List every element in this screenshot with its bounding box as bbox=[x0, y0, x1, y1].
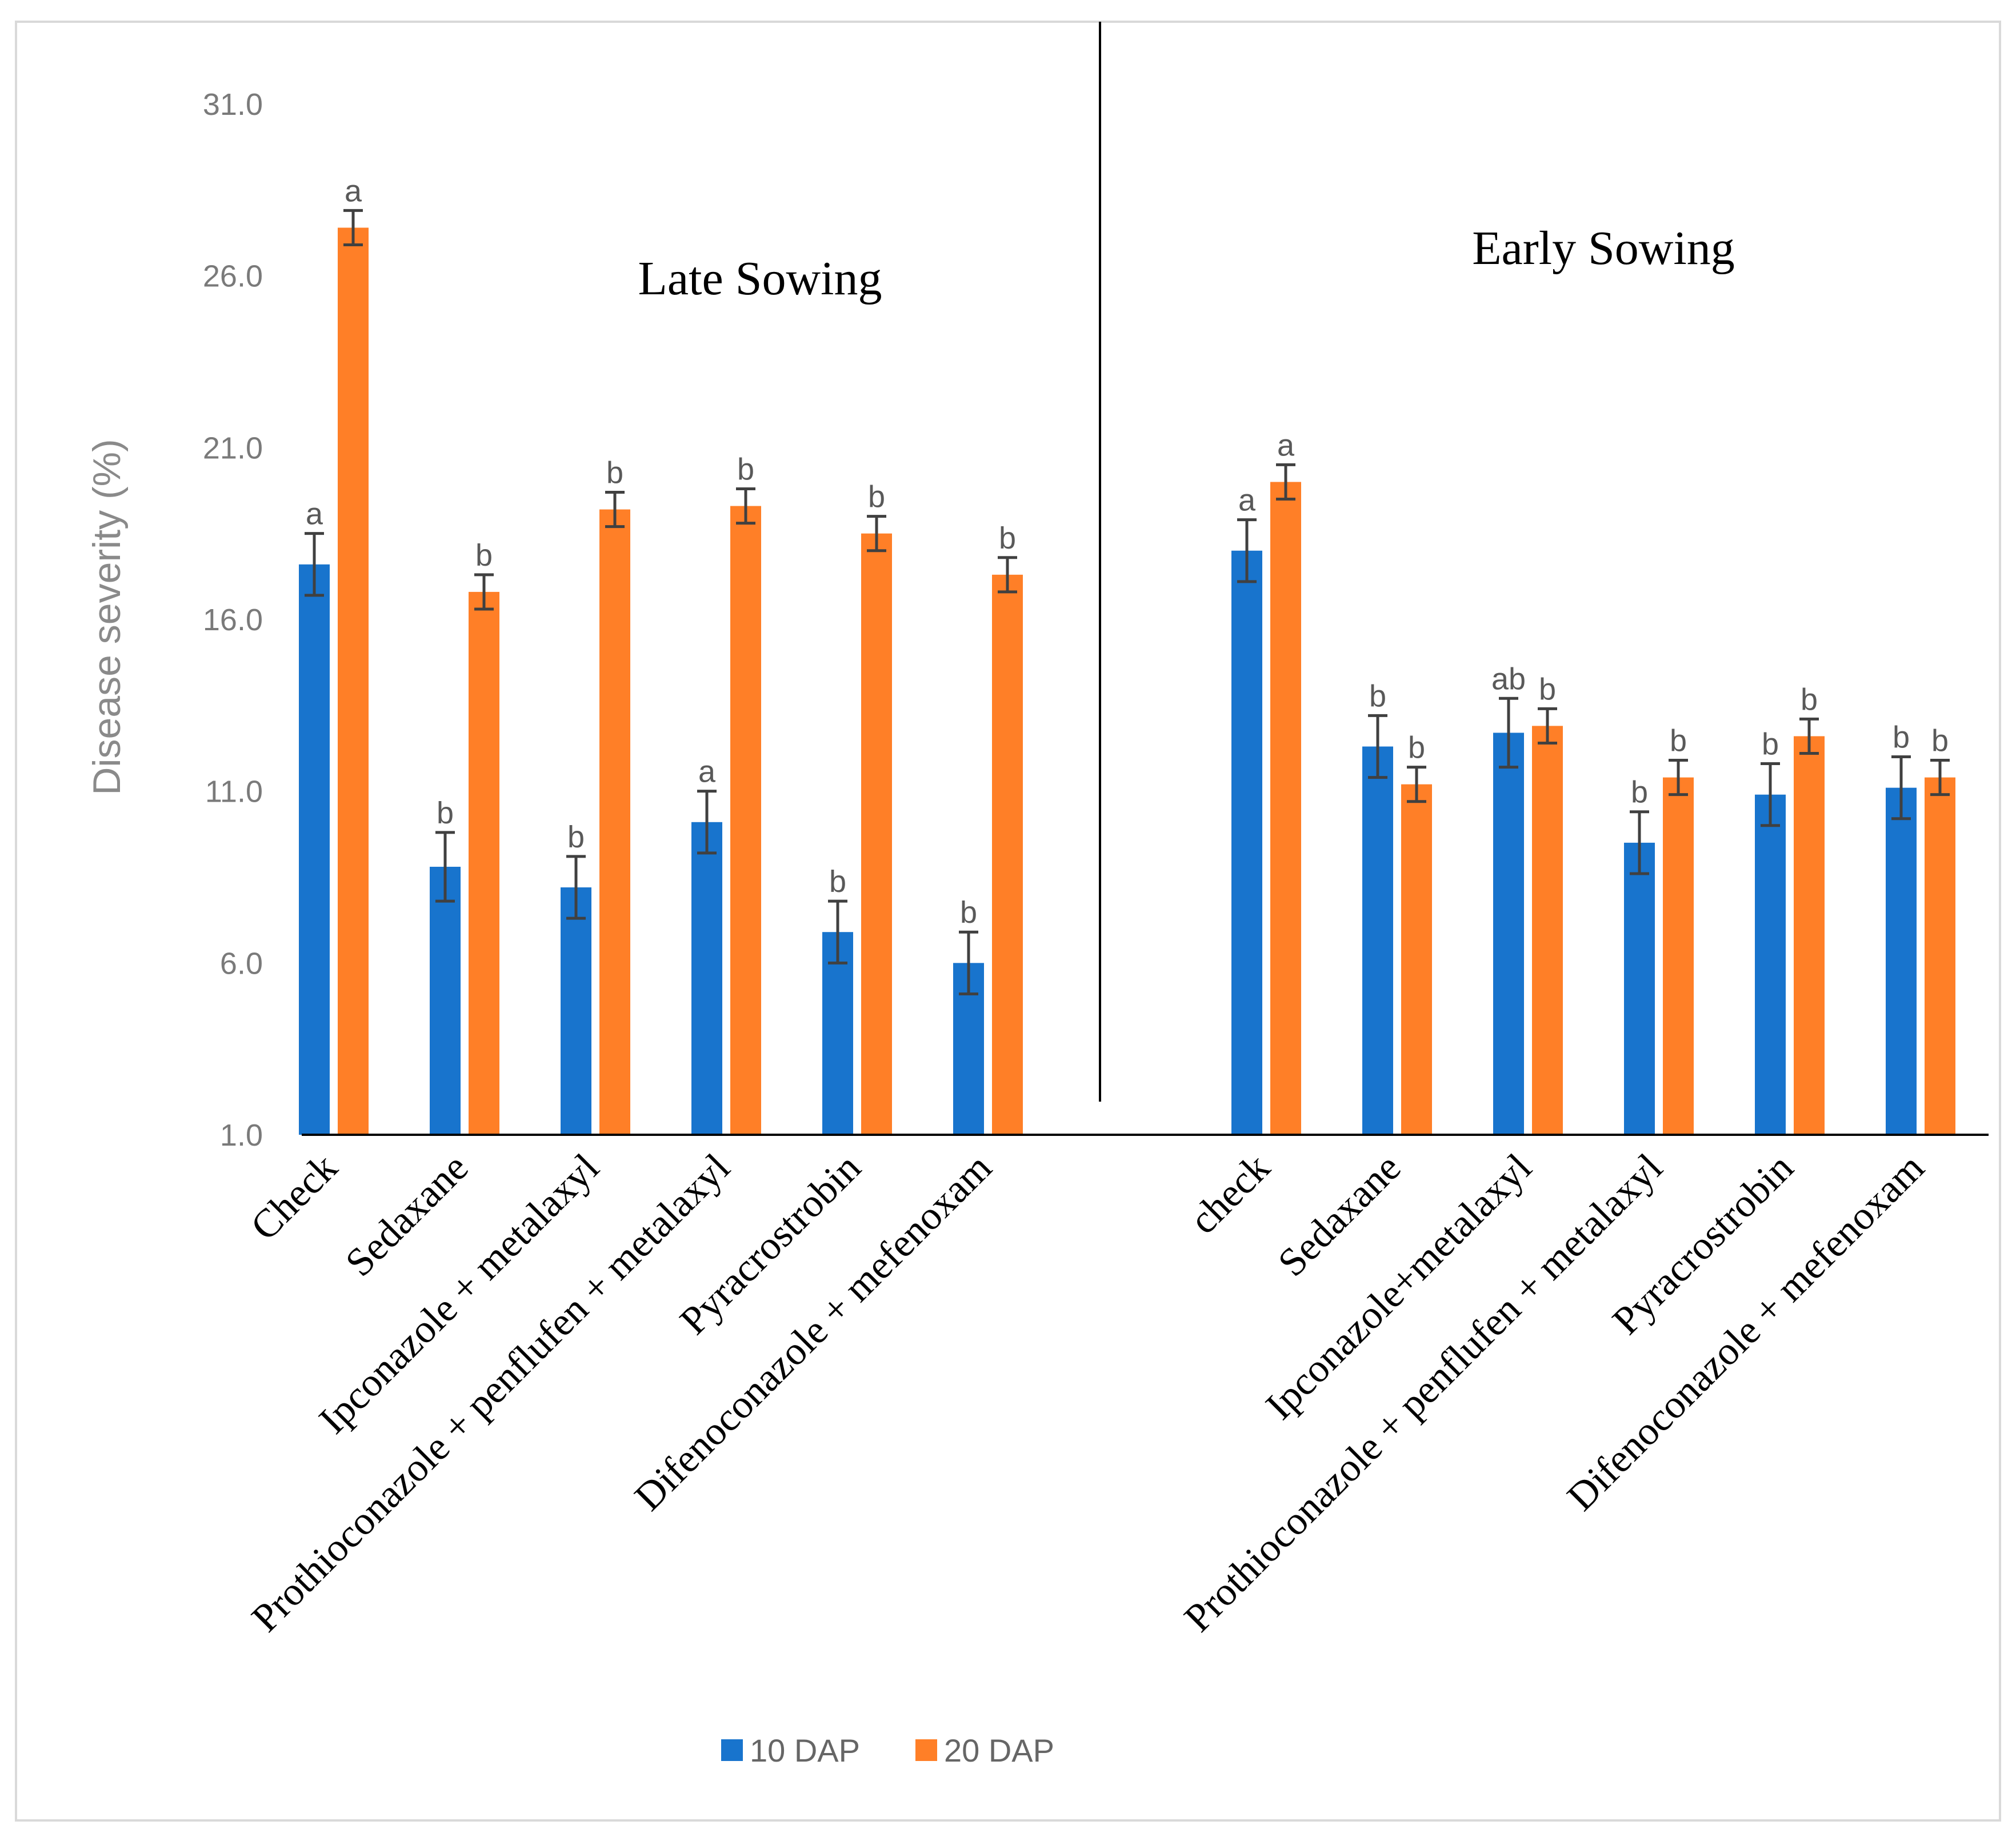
significance-letter: b bbox=[437, 796, 454, 830]
significance-letter: a bbox=[306, 497, 323, 531]
legend-label: 10 DAP bbox=[750, 1732, 860, 1768]
bars bbox=[299, 227, 1955, 1135]
legend-swatch-20-dap bbox=[915, 1739, 937, 1761]
bar-late-sowing-20-dap-ipconazole-metalaxyl bbox=[599, 509, 630, 1135]
bar-early-sowing-20-dap-difenoconazole-mefenoxam bbox=[1925, 777, 1955, 1135]
significance-letter: b bbox=[1801, 682, 1818, 717]
significance-letter: a bbox=[1238, 483, 1256, 518]
bar-early-sowing-10-dap-pyracrostrobin bbox=[1755, 794, 1786, 1135]
bar-late-sowing-20-dap-pyracrostrobin bbox=[861, 533, 892, 1135]
bar-late-sowing-20-dap-sedaxane bbox=[469, 591, 499, 1135]
bar-early-sowing-20-dap-pyracrostrobin bbox=[1794, 736, 1825, 1135]
significance-letter: a bbox=[1277, 428, 1295, 462]
significance-letter: b bbox=[1539, 672, 1556, 706]
significance-letter: b bbox=[999, 521, 1016, 555]
bar-early-sowing-10-dap-prothioconazole-penflufen-metalaxyl bbox=[1624, 842, 1655, 1135]
y-axis-label: Disease severity (%) bbox=[85, 439, 129, 795]
bar-late-sowing-20-dap-difenoconazole-mefenoxam bbox=[992, 574, 1023, 1135]
significance-letter: a bbox=[345, 174, 362, 208]
significance-letter: b bbox=[606, 456, 623, 490]
y-axis: 1.0 6.0 11.0 16.0 21.0 26.0 31.0 bbox=[203, 87, 263, 1152]
bar-early-sowing-20-dap-sedaxane bbox=[1401, 784, 1432, 1135]
bar-late-sowing-10-dap-sedaxane bbox=[430, 866, 461, 1135]
y-tick-label: 11.0 bbox=[205, 775, 263, 809]
bar-late-sowing-10-dap-prothioconazole-penflufen-metalaxyl bbox=[691, 822, 722, 1135]
legend-swatch-10-dap bbox=[721, 1739, 743, 1761]
y-tick-label: 31.0 bbox=[203, 87, 263, 122]
bar-late-sowing-20-dap-check bbox=[338, 227, 369, 1135]
significance-letter: b bbox=[1893, 721, 1910, 755]
y-tick-label: 26.0 bbox=[203, 259, 263, 294]
bar-late-sowing-20-dap-prothioconazole-penflufen-metalaxyl bbox=[730, 506, 761, 1135]
error-bars bbox=[305, 209, 1950, 995]
y-tick-label: 21.0 bbox=[203, 431, 263, 465]
significance-letter: a bbox=[698, 755, 716, 789]
significance-letter: b bbox=[1762, 727, 1779, 762]
significance-letter: ab bbox=[1491, 662, 1526, 696]
bar-early-sowing-10-dap-sedaxane bbox=[1362, 746, 1393, 1135]
bar-late-sowing-10-dap-ipconazole-metalaxyl bbox=[561, 887, 591, 1135]
bar-late-sowing-10-dap-pyracrostrobin bbox=[822, 932, 853, 1135]
significance-letter: b bbox=[1631, 775, 1648, 810]
bar-late-sowing-10-dap-check bbox=[299, 564, 330, 1135]
significance-letter: b bbox=[1931, 724, 1949, 758]
panel-title-early-sowing: Early Sowing bbox=[1472, 222, 1735, 275]
significance-letter: b bbox=[567, 820, 585, 854]
bar-early-sowing-10-dap-ipconazole-metalaxyl bbox=[1493, 733, 1524, 1135]
legend: 10 DAP 20 DAP bbox=[721, 1732, 1054, 1768]
y-tick-label: 1.0 bbox=[220, 1118, 263, 1152]
y-tick-label: 16.0 bbox=[203, 603, 263, 637]
significance-letter: b bbox=[1369, 679, 1386, 713]
significance-letter: b bbox=[737, 452, 754, 486]
significance-letter: b bbox=[960, 895, 977, 930]
significance-letter: b bbox=[1408, 731, 1425, 765]
significance-letter: b bbox=[829, 865, 846, 899]
legend-label: 20 DAP bbox=[944, 1732, 1054, 1768]
bar-early-sowing-20-dap-prothioconazole-penflufen-metalaxyl bbox=[1663, 777, 1694, 1135]
bar-early-sowing-20-dap-ipconazole-metalaxyl bbox=[1532, 726, 1563, 1135]
significance-letter: b bbox=[868, 480, 885, 514]
significance-letter: b bbox=[1670, 724, 1687, 758]
bar-early-sowing-20-dap-check bbox=[1270, 482, 1301, 1135]
panel-title-late-sowing: Late Sowing bbox=[638, 252, 882, 305]
y-tick-label: 6.0 bbox=[220, 946, 263, 980]
significance-letter: b bbox=[475, 538, 493, 573]
bar-early-sowing-10-dap-check bbox=[1231, 550, 1262, 1135]
bar-early-sowing-10-dap-difenoconazole-mefenoxam bbox=[1886, 787, 1917, 1135]
